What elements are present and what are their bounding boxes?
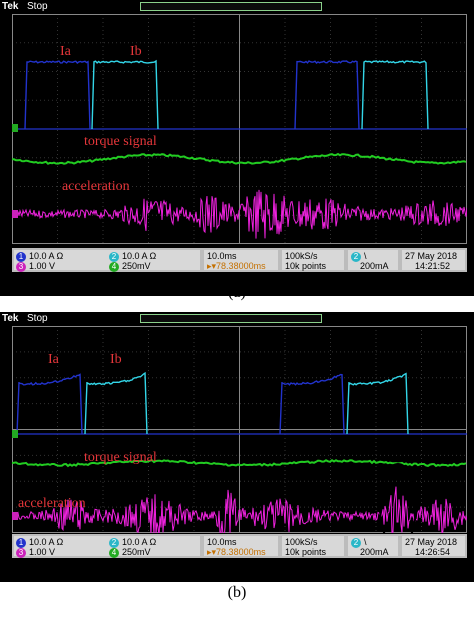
record-position-bar — [140, 314, 322, 323]
ch2-scale: 10.0 A — [122, 537, 148, 547]
ch3-scale: 1.00 V — [29, 261, 56, 271]
trigger-position: 78.38000ms — [216, 261, 266, 271]
scope-screen-a: Tek Stop Ia Ib torque signal acceleratio… — [0, 0, 474, 296]
ch2-scale: 10.0 A — [122, 251, 148, 261]
ia-pulse — [24, 60, 91, 130]
waveform-svg-a — [11, 14, 468, 244]
run-mode-label: Stop — [27, 313, 48, 324]
trigger-arrow-icon: ▸▾ — [207, 547, 217, 557]
trigger-channel: 2 — [351, 251, 361, 262]
ch3-scale: 1.00 V — [29, 547, 56, 557]
ib-pulse — [84, 371, 148, 435]
trigger-box: 2 \ 200mA — [348, 250, 398, 271]
ch4-badge: 4 — [109, 547, 119, 558]
ch-marker — [12, 430, 18, 438]
acceleration-trace — [11, 486, 468, 541]
scope-topbar: Tek Stop — [0, 312, 474, 326]
trigger-slope-icon: \ — [364, 251, 367, 261]
torque-trace — [12, 152, 467, 165]
time-label: 14:21:52 — [415, 261, 451, 271]
ch4-badge: 4 — [109, 261, 119, 272]
caption-a: (a) — [228, 284, 246, 301]
label-ia: Ia — [48, 352, 59, 367]
trigger-level: 200mA — [360, 261, 389, 271]
run-mode-label: Stop — [27, 1, 48, 12]
timebase-box: 10.0ms ▸▾78.38000ms — [204, 250, 278, 271]
torque-trace — [11, 458, 467, 468]
ch3-badge: 3 — [16, 547, 26, 558]
ch-marker — [12, 210, 18, 218]
ib-pulse — [91, 59, 159, 130]
scope-topbar: Tek Stop — [0, 0, 474, 14]
ch2-badge: 2 — [109, 251, 119, 262]
timebase-value: 10.0ms — [207, 251, 237, 261]
date-label: 27 May 2018 — [405, 537, 458, 547]
ch1-flag: Ω — [56, 251, 64, 261]
label-ia: Ia — [60, 44, 71, 59]
trigger-channel: 2 — [351, 537, 361, 548]
ia-pulse — [16, 373, 83, 435]
waveform-grid-b: Ia Ib torque signal acceleration — [11, 326, 468, 549]
label-torque: torque signal — [84, 450, 157, 465]
ch2-flag: Ω — [149, 537, 157, 547]
label-ib: Ib — [110, 352, 122, 367]
timebase-value: 10.0ms — [207, 537, 237, 547]
scope-screen-b: Tek Stop Ia Ib torque signal acceleratio… — [0, 312, 474, 582]
datetime-box: 27 May 2018 14:21:52 — [402, 250, 465, 271]
ch1-flag: Ω — [56, 537, 64, 547]
channel-settings: 1 10.0 A Ω 2 10.0 A Ω 3 1.00 V 4 250mV — [14, 250, 200, 272]
ch2-flag: Ω — [149, 251, 157, 261]
ch2-badge: 2 — [109, 537, 119, 548]
sample-rate: 100kS/s — [285, 537, 318, 547]
status-bar-b: 1 10.0 A Ω 2 10.0 A Ω 3 1.00 V 4 250mV 10.0m… — [12, 534, 467, 558]
grid-border — [12, 326, 467, 533]
record-length: 10k points — [285, 261, 327, 271]
channel-settings: 1 10.0 A Ω 2 10.0 A Ω 3 1.00 V 4 250mV — [14, 536, 200, 558]
brand-label: Tek — [2, 313, 19, 324]
label-acceleration: acceleration — [62, 179, 130, 194]
ch1-scale: 10.0 A — [29, 251, 55, 261]
trigger-slope-icon: \ — [364, 537, 367, 547]
ch4-scale: 250mV — [122, 547, 151, 557]
ch1-badge: 1 — [16, 251, 26, 262]
ib-pulse — [346, 372, 409, 435]
trigger-level: 200mA — [360, 547, 389, 557]
ch3-badge: 3 — [16, 261, 26, 272]
trigger-box: 2 \ 200mA — [348, 536, 398, 557]
ch1-badge: 1 — [16, 537, 26, 548]
ia-pulse — [279, 373, 345, 435]
highlight-ellipse — [379, 463, 417, 549]
trigger-position: 78.38000ms — [216, 547, 266, 557]
ib-pulse — [361, 60, 429, 130]
brand-label: Tek — [2, 1, 19, 12]
date-label: 27 May 2018 — [405, 251, 458, 261]
waveform-grid-a: Ia Ib torque signal acceleration — [11, 14, 468, 244]
acquisition-box: 100kS/s 10k points — [282, 250, 344, 271]
trigger-arrow-icon: ▸▾ — [207, 261, 217, 271]
timebase-box: 10.0ms ▸▾78.38000ms — [204, 536, 278, 557]
time-label: 14:26:54 — [415, 547, 451, 557]
datetime-box: 27 May 2018 14:26:54 — [402, 536, 465, 557]
label-acceleration: acceleration — [18, 496, 86, 511]
record-position-bar — [140, 2, 322, 11]
status-bar-a: 1 10.0 A Ω 2 10.0 A Ω 3 1.00 V 4 250mV 10.0m… — [12, 248, 467, 272]
ch-marker — [12, 124, 18, 132]
label-torque: torque signal — [84, 134, 157, 149]
waveform-svg-b — [11, 326, 468, 549]
sample-rate: 100kS/s — [285, 251, 318, 261]
label-ib: Ib — [130, 44, 142, 59]
caption-b: (b) — [227, 584, 247, 601]
ch-marker — [12, 512, 18, 520]
ch4-scale: 250mV — [122, 261, 151, 271]
ia-pulse — [294, 60, 360, 130]
record-length: 10k points — [285, 547, 327, 557]
acceleration-trace — [11, 189, 468, 239]
acquisition-box: 100kS/s 10k points — [282, 536, 344, 557]
ch1-scale: 10.0 A — [29, 537, 55, 547]
